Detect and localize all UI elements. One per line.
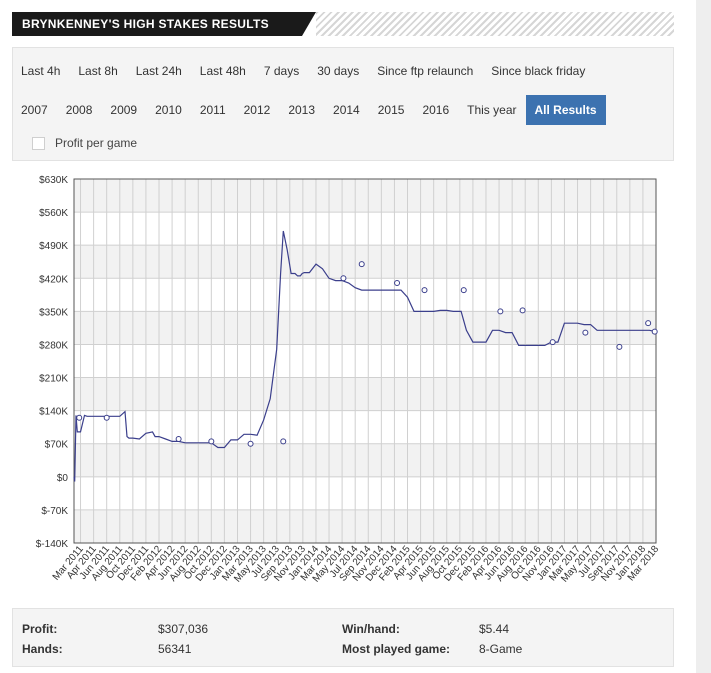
series-point xyxy=(280,438,287,445)
header-notch xyxy=(302,12,316,36)
right-scroll-area xyxy=(696,0,711,673)
winhand-label: Win/hand: xyxy=(342,622,400,636)
hands-value: 56341 xyxy=(158,642,192,656)
tab-since-ftp-relaunch[interactable]: Since ftp relaunch xyxy=(377,64,474,78)
series-point xyxy=(497,308,504,315)
most-played-label: Most played game: xyxy=(342,642,451,656)
grid-band xyxy=(74,443,656,477)
tab-7-days[interactable]: 7 days xyxy=(263,64,300,78)
y-tick-label: $630K xyxy=(39,175,68,186)
tab-2013[interactable]: 2013 xyxy=(288,103,316,117)
profit-per-game-checkbox[interactable] xyxy=(32,136,45,150)
series-point xyxy=(247,440,254,447)
tab-2016[interactable]: 2016 xyxy=(422,103,450,117)
series-point xyxy=(460,287,467,294)
tab-this-year[interactable]: This year xyxy=(467,103,517,117)
series-point xyxy=(358,261,365,268)
hands-label: Hands: xyxy=(22,642,63,656)
period-tabs-row: Last 4h Last 8h Last 24h Last 48h 7 days 30 d… xyxy=(12,56,594,86)
series-point xyxy=(616,343,623,350)
y-tick-label: $-70K xyxy=(41,506,68,517)
tab-2012[interactable]: 2012 xyxy=(243,103,271,117)
profit-chart: $-140K $-70K $0 $70K $140K $210K $280K $350K $42… xyxy=(36,175,662,585)
y-tick-label: $490K xyxy=(39,241,68,252)
y-tick-label: $-140K xyxy=(36,539,69,550)
y-tick-label: $210K xyxy=(39,374,68,385)
chart-area: $-140K $-70K $0 $70K $140K $210K $280K $350K $42… xyxy=(12,160,674,609)
winhand-value: $5.44 xyxy=(479,622,510,636)
grid-band xyxy=(74,179,656,213)
plot-frame xyxy=(73,178,657,544)
series-point xyxy=(651,328,658,335)
most-played-value: 8-Game xyxy=(479,642,523,656)
series-point xyxy=(582,329,589,336)
tab-since-black-friday[interactable]: Since black friday xyxy=(491,64,586,78)
profit-value: $307,036 xyxy=(158,622,209,636)
tab-2008[interactable]: 2008 xyxy=(65,103,93,117)
profit-series-line xyxy=(73,230,657,482)
tab-all-results[interactable]: All Results xyxy=(525,95,606,125)
y-tick-label: $280K xyxy=(39,340,68,351)
grid-band xyxy=(74,311,656,345)
tab-last-48h[interactable]: Last 48h xyxy=(199,64,246,78)
tab-2014[interactable]: 2014 xyxy=(333,103,360,117)
series-point xyxy=(103,414,110,421)
series-point xyxy=(549,339,556,346)
y-tick-label: $560K xyxy=(39,208,68,219)
y-tick-label: $420K xyxy=(39,274,68,285)
series-point xyxy=(519,307,526,314)
y-tick-label: $140K xyxy=(39,407,68,418)
grid-band xyxy=(74,245,656,279)
series-point xyxy=(340,275,347,282)
tab-last-4h[interactable]: Last 4h xyxy=(21,64,61,78)
y-tick-label: $70K xyxy=(45,440,69,451)
tab-2009[interactable]: 2009 xyxy=(110,103,138,117)
series-point xyxy=(76,414,83,421)
header-stripes xyxy=(316,12,674,36)
tab-2015[interactable]: 2015 xyxy=(377,103,405,117)
tab-last-8h[interactable]: Last 8h xyxy=(78,64,118,78)
series-point xyxy=(175,436,182,442)
series-point xyxy=(645,320,652,327)
series-point xyxy=(208,438,215,445)
tab-2010[interactable]: 2010 xyxy=(155,103,182,117)
series-point xyxy=(394,280,401,286)
grid-band xyxy=(74,509,656,543)
profit-per-game-label: Profit per game xyxy=(55,136,138,150)
series-point xyxy=(421,287,428,294)
y-tick-label: $0 xyxy=(57,473,69,484)
profit-per-game-toggle[interactable]: Profit per game xyxy=(32,136,137,150)
tab-30-days[interactable]: 30 days xyxy=(317,64,360,78)
year-tabs-row: 2007 2008 2009 2010 2011 2012 2013 2014 2015 2016… xyxy=(12,95,606,125)
profit-label: Profit: xyxy=(22,622,58,636)
tab-2007[interactable]: 2007 xyxy=(21,103,48,117)
tab-2011[interactable]: 2011 xyxy=(199,103,226,117)
page-title: BRYNKENNEY'S HIGH STAKES RESULTS xyxy=(12,12,302,36)
tab-last-24h[interactable]: Last 24h xyxy=(135,64,182,78)
grid-band xyxy=(74,377,656,411)
y-tick-label: $350K xyxy=(39,307,68,318)
header: BRYNKENNEY'S HIGH STAKES RESULTS xyxy=(12,12,674,36)
